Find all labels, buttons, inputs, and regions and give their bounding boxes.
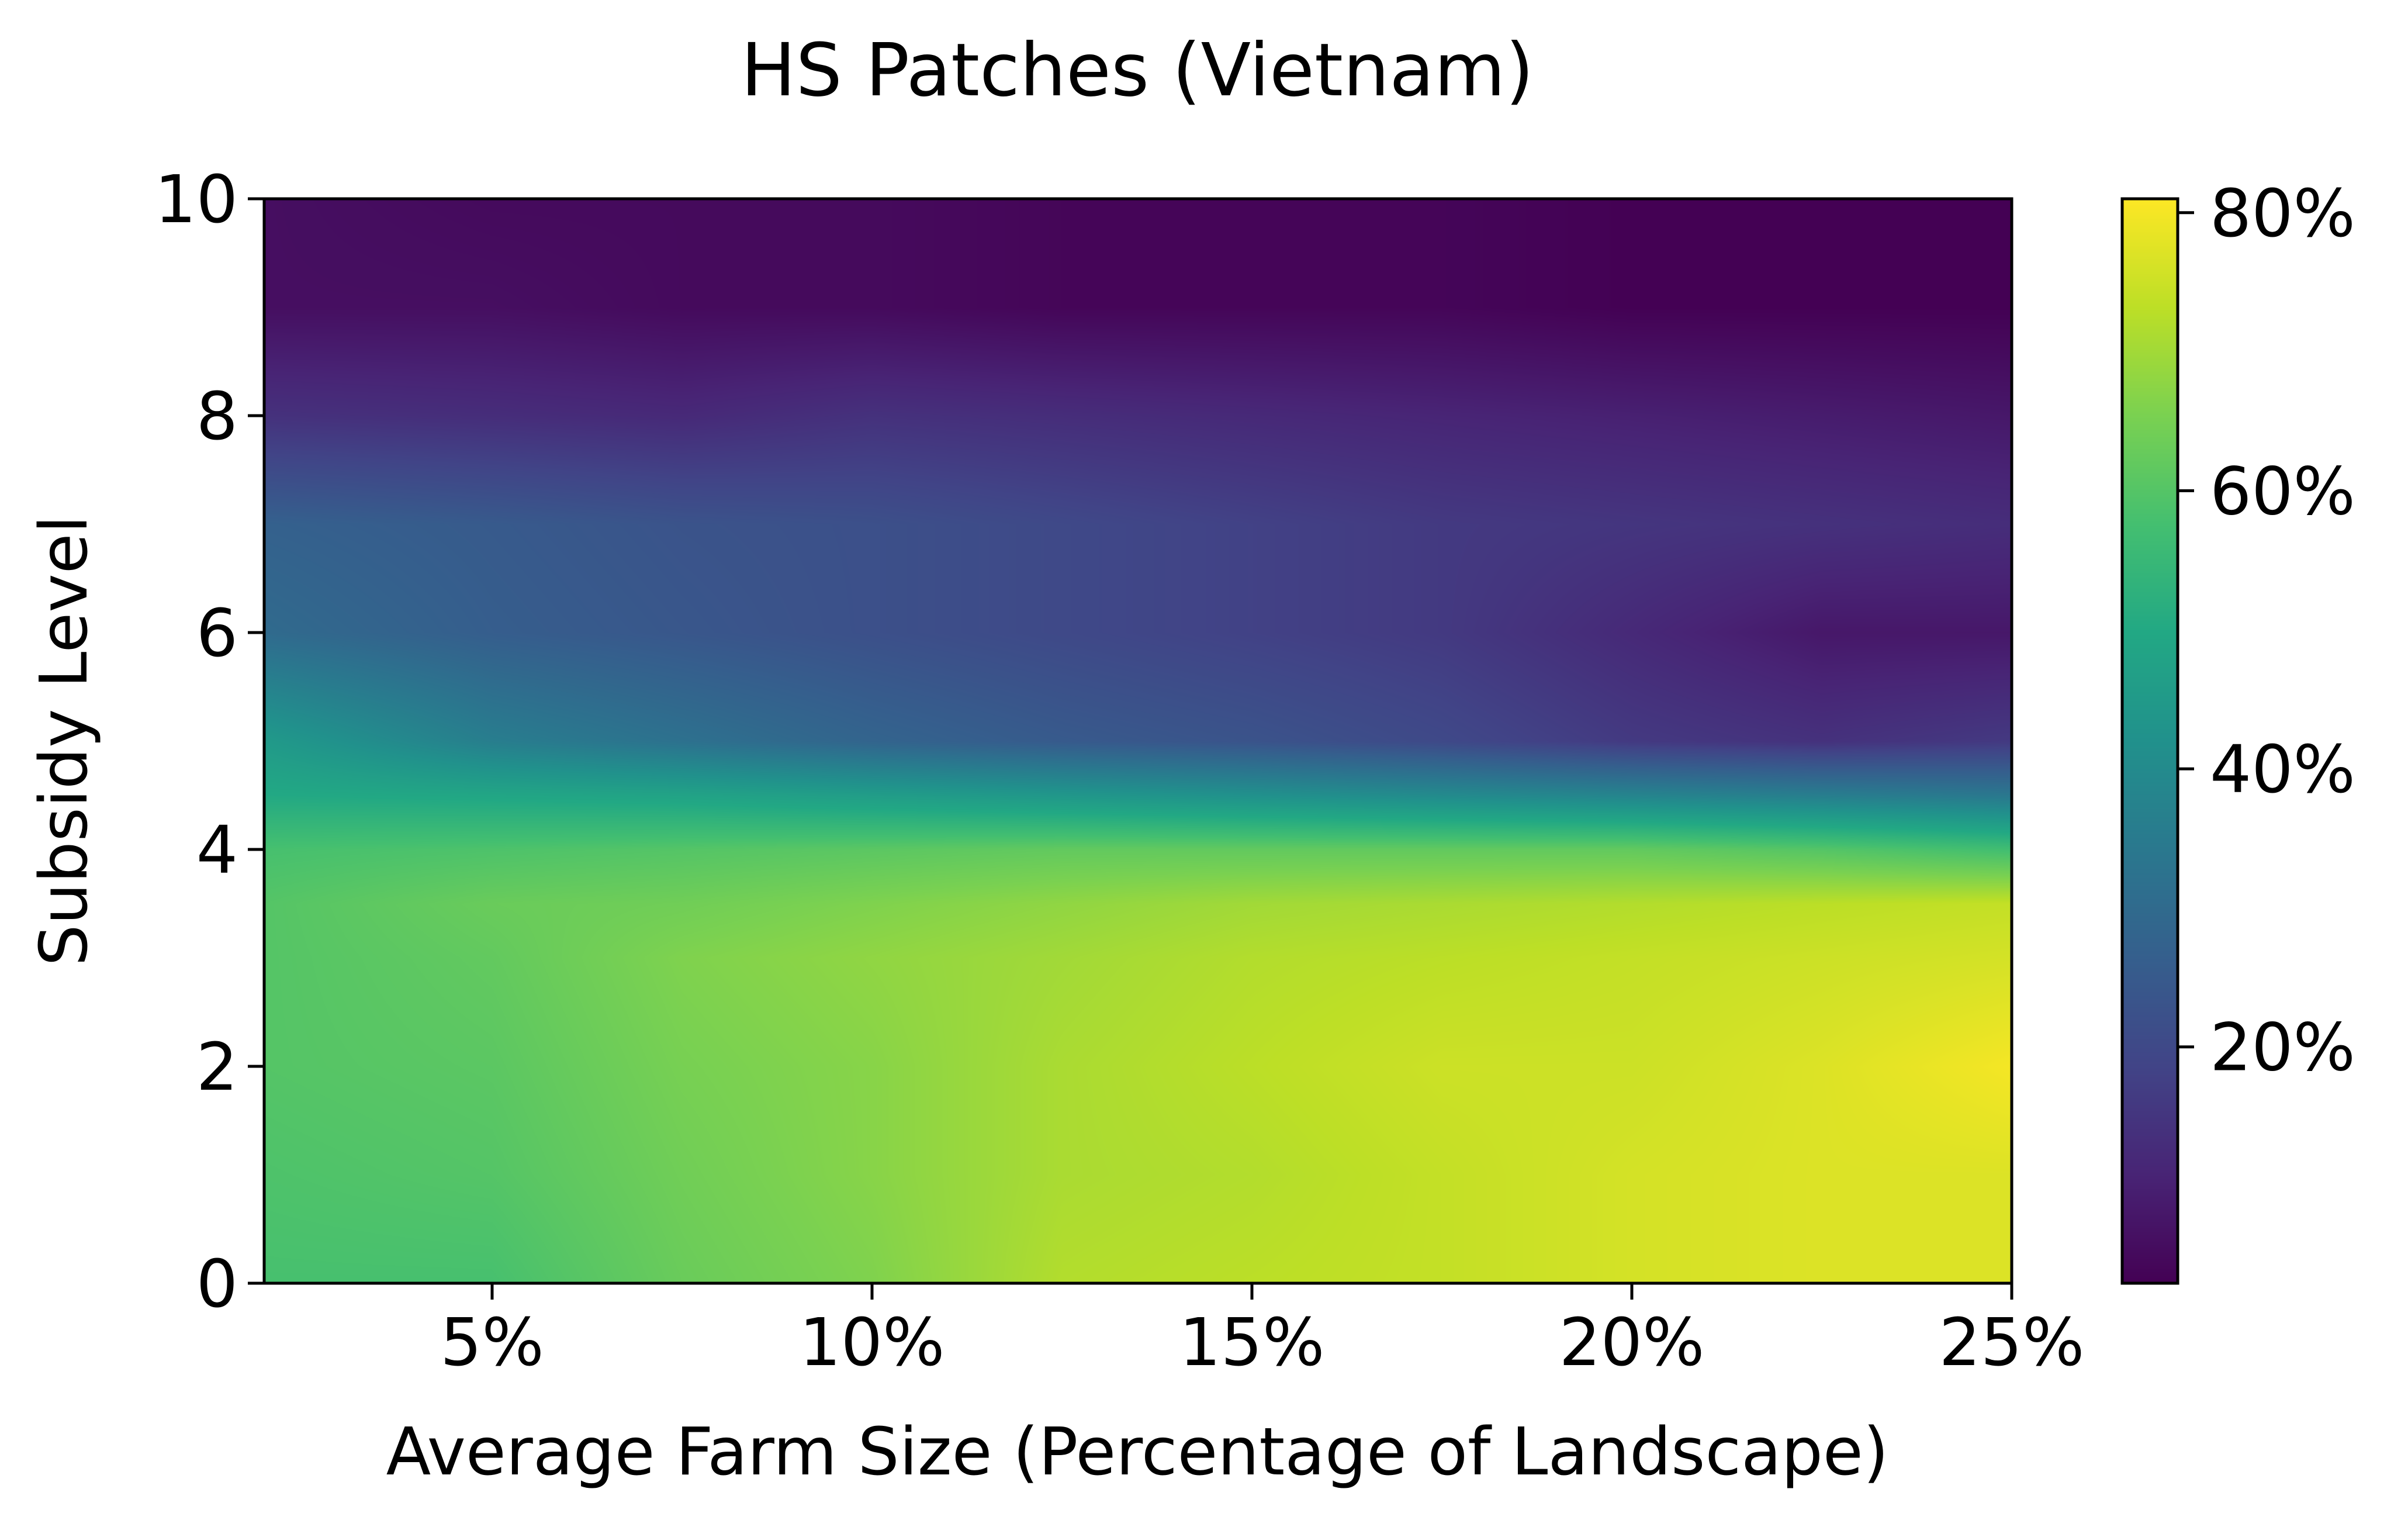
colorbar-surface — [2122, 199, 2178, 1283]
heatmap-surface — [264, 199, 2012, 1283]
x-tick-label: 25% — [1939, 1305, 2085, 1381]
x-tick-label: 10% — [800, 1305, 945, 1381]
x-tick-label: 20% — [1559, 1305, 1705, 1381]
colorbar-tick-label: 40% — [2210, 732, 2355, 808]
y-tick-label: 0 — [196, 1246, 238, 1322]
colorbar-tick-label: 80% — [2210, 176, 2355, 252]
y-tick-label: 10 — [154, 162, 238, 238]
y-tick-label: 4 — [196, 813, 238, 889]
heatmap-canvas — [264, 199, 2012, 1283]
y-tick-label: 8 — [196, 379, 238, 455]
colorbar: 20% 40% 60% 80% — [2120, 176, 2355, 1285]
colorbar-tick-label: 60% — [2210, 454, 2355, 530]
plot-frame — [262, 197, 2013, 1285]
y-axis: 0 2 4 6 8 10 — [154, 162, 264, 1322]
colorbar-ticks: 20% 40% 60% 80% — [2178, 176, 2355, 1086]
y-tick-label: 2 — [196, 1030, 238, 1106]
colorbar-canvas — [2122, 199, 2178, 1283]
y-axis-label: Subsidy Level — [26, 515, 102, 966]
x-tick-label: 15% — [1179, 1305, 1325, 1381]
y-tick-label: 6 — [196, 596, 238, 672]
plot-area — [262, 197, 2013, 1285]
x-axis: 5% 10% 15% 20% 25% — [440, 1283, 2084, 1381]
colorbar-frame — [2120, 197, 2179, 1285]
colorbar-tick-label: 20% — [2210, 1010, 2355, 1086]
x-axis-label: Average Farm Size (Percentage of Landsca… — [386, 1414, 1889, 1490]
x-tick-label: 5% — [440, 1305, 544, 1381]
chart-title: HS Patches (Vietnam) — [741, 28, 1534, 113]
